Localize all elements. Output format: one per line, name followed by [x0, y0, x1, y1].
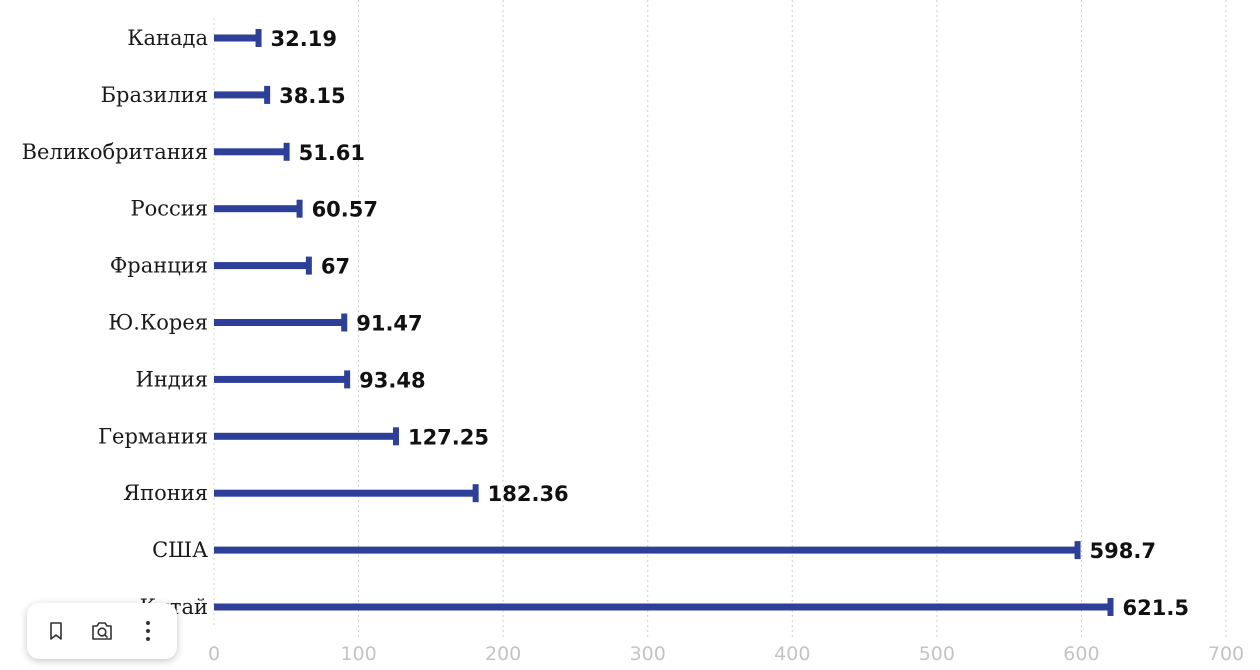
x-tick-label: 700	[1208, 643, 1244, 665]
bar	[214, 432, 398, 440]
more-options-button[interactable]	[128, 611, 168, 651]
category-label: Канада	[127, 26, 208, 50]
bookmark-button[interactable]	[36, 611, 76, 651]
image-toolbar	[27, 603, 177, 659]
x-tick-label: 600	[1063, 643, 1099, 665]
bar	[214, 546, 1080, 554]
x-tick-label: 100	[340, 643, 376, 665]
bar-end-cap	[264, 85, 271, 104]
bar	[214, 319, 347, 326]
value-label: 60.57	[312, 198, 378, 222]
x-tick-label: 500	[919, 643, 955, 665]
bar-end-cap	[296, 199, 303, 218]
value-label: 598.7	[1090, 539, 1156, 563]
category-label: Япония	[123, 481, 208, 505]
bar-end-cap	[341, 313, 348, 332]
category-label: Бразилия	[101, 83, 208, 107]
x-tick-label: 400	[774, 643, 810, 665]
bar	[214, 489, 478, 497]
bar	[214, 91, 270, 99]
x-tick-label: 200	[485, 643, 521, 665]
bar-end-cap	[305, 256, 312, 275]
bar-end-cap	[1074, 541, 1081, 560]
value-label: 91.47	[356, 312, 422, 336]
visual-search-button[interactable]	[82, 611, 122, 651]
bar-end-cap	[283, 142, 290, 161]
bar	[214, 148, 289, 156]
value-label: 127.25	[408, 425, 489, 449]
bar-end-cap	[1107, 598, 1114, 616]
category-label: Индия	[136, 367, 209, 391]
category-label: Германия	[98, 424, 208, 448]
bar	[214, 603, 1113, 611]
category-label: Ю.Корея	[108, 311, 208, 335]
value-label: 51.61	[299, 141, 365, 165]
camera-search-icon	[92, 622, 112, 640]
value-label: 182.36	[488, 482, 569, 506]
category-label: Великобритания	[22, 140, 208, 164]
bar	[214, 205, 302, 213]
value-label: 38.15	[279, 84, 345, 108]
bar	[214, 34, 261, 42]
value-label: 93.48	[359, 368, 425, 392]
bar-end-cap	[472, 484, 479, 503]
value-label: 32.19	[271, 27, 337, 51]
category-label: США	[152, 538, 208, 562]
x-tick-label: 300	[630, 643, 666, 665]
more-vertical-icon	[146, 621, 150, 641]
value-label: 67	[321, 255, 350, 279]
value-label: 621.5	[1123, 596, 1189, 620]
bar-end-cap	[255, 29, 262, 47]
bar-end-cap	[392, 427, 399, 446]
bar-end-cap	[344, 370, 351, 389]
bookmark-icon	[50, 622, 62, 640]
bar	[214, 375, 350, 383]
bar	[214, 262, 311, 270]
category-label: Франция	[110, 254, 208, 278]
x-tick-label: 0	[208, 643, 220, 665]
category-label: Россия	[130, 197, 208, 221]
